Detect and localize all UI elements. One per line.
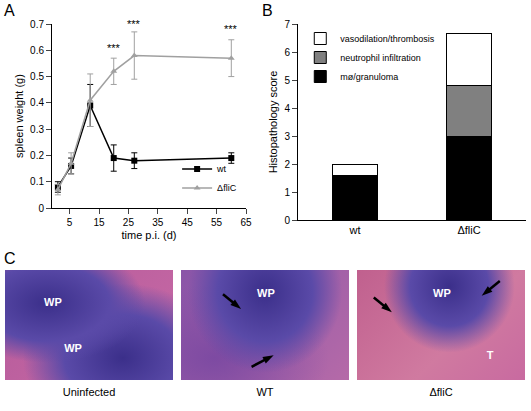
svg-text:wt: wt [216, 164, 226, 174]
html-text:WP: WP [64, 342, 82, 355]
svg-text:55: 55 [211, 217, 223, 228]
svg-text:0.4: 0.4 [30, 97, 44, 108]
html-text:WT: WT [256, 386, 274, 398]
svg-text:0.7: 0.7 [30, 19, 44, 30]
svg-text:ΔfliC: ΔfliC [457, 224, 480, 236]
svg-text:spleen weight (g): spleen weight (g) [13, 74, 25, 158]
svg-text:mø/granuloma: mø/granuloma [340, 72, 398, 82]
svg-text:45: 45 [182, 217, 194, 228]
svg-text:15: 15 [93, 217, 105, 228]
svg-text:5: 5 [284, 75, 290, 86]
html-text:ΔfliC: ΔfliC [429, 386, 453, 398]
svg-text:ΔfliC: ΔfliC [217, 183, 237, 193]
svg-text:0.6: 0.6 [30, 45, 44, 56]
svg-text:5: 5 [67, 217, 73, 228]
svg-text:vasodilation/thrombosis: vasodilation/thrombosis [340, 34, 435, 44]
html-text:T: T [486, 348, 494, 361]
svg-text:4: 4 [284, 103, 290, 114]
svg-text:0.5: 0.5 [30, 71, 44, 82]
svg-text:neutrophil infiltration: neutrophil infiltration [340, 53, 421, 63]
svg-text:65: 65 [240, 217, 252, 228]
svg-text:35: 35 [152, 217, 164, 228]
svg-text:0: 0 [38, 203, 44, 214]
svg-text:0.3: 0.3 [30, 124, 44, 135]
svg-text:0.1: 0.1 [30, 176, 44, 187]
svg-text:0: 0 [284, 215, 290, 226]
svg-text:wt: wt [349, 224, 361, 236]
svg-text:7: 7 [284, 19, 290, 30]
html-text:WP: WP [257, 287, 275, 300]
svg-text:***: *** [224, 23, 238, 35]
html-text:WP: WP [44, 296, 62, 308]
html-text:A: A [4, 2, 15, 19]
svg-text:25: 25 [123, 217, 135, 228]
svg-text:3: 3 [284, 131, 290, 142]
svg-text:2: 2 [284, 159, 290, 170]
html-text:WP: WP [433, 287, 451, 300]
html-text:B: B [262, 2, 273, 19]
svg-text:6: 6 [284, 47, 290, 58]
svg-text:0.2: 0.2 [30, 150, 44, 161]
svg-text:time p.i. (d): time p.i. (d) [121, 229, 176, 241]
svg-text:***: *** [107, 42, 121, 54]
svg-text:Histopathology score: Histopathology score [267, 71, 279, 174]
html-text:Uninfected: Uninfected [62, 386, 116, 398]
svg-text:1: 1 [284, 187, 290, 198]
svg-text:***: *** [127, 18, 141, 30]
html-text:C: C [4, 250, 16, 267]
